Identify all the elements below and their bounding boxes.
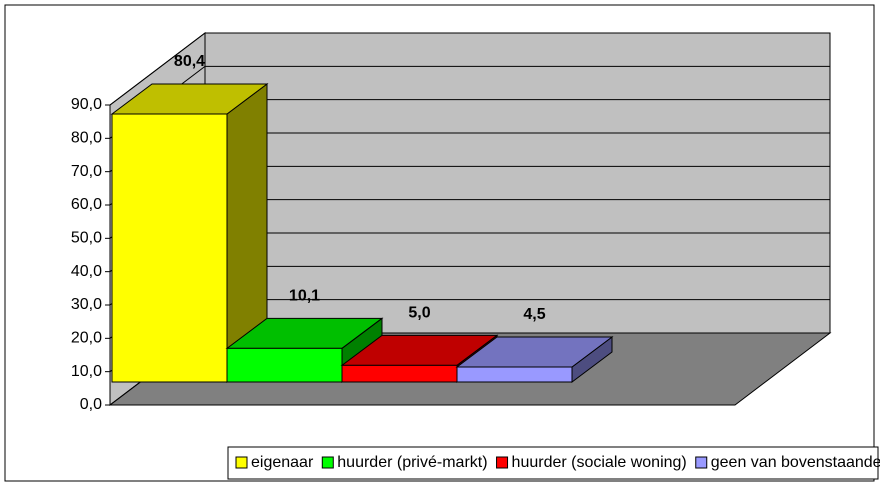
legend-swatch bbox=[235, 456, 248, 469]
data-label: 5,0 bbox=[408, 305, 430, 322]
grid-line bbox=[109, 32, 830, 106]
bar bbox=[111, 113, 228, 383]
legend-box bbox=[227, 446, 879, 480]
legend-swatch bbox=[321, 456, 334, 469]
y-tick-label: 90,0 bbox=[71, 96, 102, 113]
y-tick-label: 40,0 bbox=[71, 263, 102, 280]
legend-label: eigenaar bbox=[251, 454, 314, 471]
y-tick-label: 30,0 bbox=[71, 296, 102, 313]
y-tick-label: 0,0 bbox=[80, 396, 102, 413]
legend-label: huurder (sociale woning) bbox=[512, 454, 687, 471]
legend-swatch bbox=[496, 456, 509, 469]
y-tick-label: 60,0 bbox=[71, 196, 102, 213]
legend-swatch bbox=[695, 456, 708, 469]
bar bbox=[341, 364, 458, 383]
y-tick-label: 10,0 bbox=[71, 363, 102, 380]
y-tick-label: 70,0 bbox=[71, 163, 102, 180]
data-label: 4,5 bbox=[523, 306, 545, 323]
legend-label: huurder (privé-markt) bbox=[337, 454, 487, 471]
data-label: 80,4 bbox=[174, 53, 205, 70]
y-tick-label: 80,0 bbox=[71, 130, 102, 147]
y-tick-label: 50,0 bbox=[71, 230, 102, 247]
bar bbox=[226, 347, 343, 383]
y-tick-label: 20,0 bbox=[71, 330, 102, 347]
legend-label: geen van bovenstaande bbox=[711, 454, 880, 471]
data-label: 10,1 bbox=[289, 288, 320, 305]
bar bbox=[456, 366, 573, 383]
